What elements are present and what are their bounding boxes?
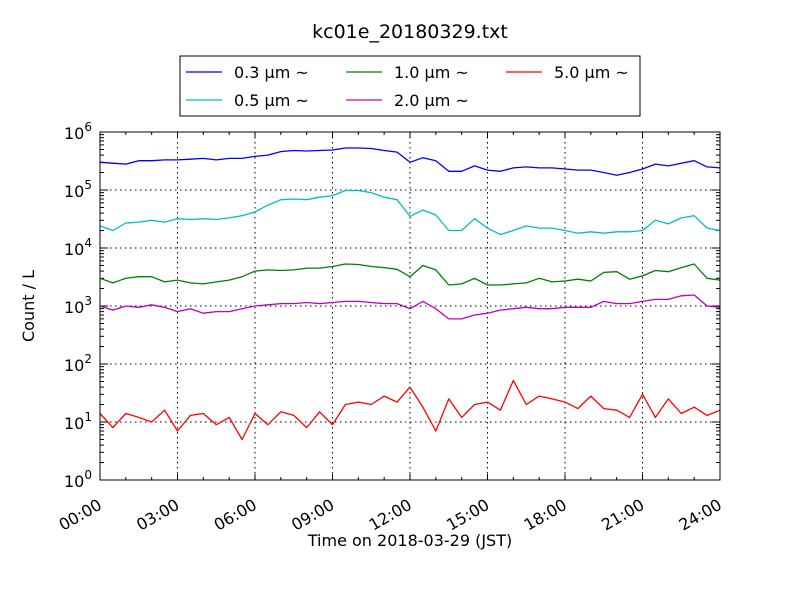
series-line-1 bbox=[99, 189, 721, 236]
y-tick-label: 101 bbox=[64, 410, 92, 433]
x-tick-label: 00:00 bbox=[56, 495, 105, 535]
legend-label: 0.3 μm ~ bbox=[234, 63, 309, 82]
x-tick-label: 09:00 bbox=[288, 495, 337, 535]
legend-label: 0.5 μm ~ bbox=[234, 91, 309, 110]
y-tick-exponent: 2 bbox=[84, 352, 92, 366]
x-tick-label: 03:00 bbox=[133, 495, 182, 535]
plot-frame bbox=[99, 131, 721, 481]
x-axis-label: Time on 2018-03-29 (JST) bbox=[307, 531, 512, 550]
legend-box bbox=[179, 55, 641, 117]
x-tick-label: 15:00 bbox=[443, 495, 492, 535]
series-line-3 bbox=[99, 294, 721, 320]
grid bbox=[100, 132, 720, 480]
y-tick-exponent: 0 bbox=[84, 468, 92, 482]
legend-label: 5.0 μm ~ bbox=[554, 63, 629, 82]
y-tick-label: 102 bbox=[64, 352, 92, 375]
y-tick-exponent: 6 bbox=[84, 120, 92, 134]
y-tick-base: 10 bbox=[64, 356, 84, 375]
series-line-4 bbox=[99, 379, 721, 441]
y-tick-label: 100 bbox=[64, 468, 92, 491]
y-tick-base: 10 bbox=[64, 182, 84, 201]
y-tick-base: 10 bbox=[64, 298, 84, 317]
y-tick-exponent: 4 bbox=[84, 236, 92, 250]
y-tick-exponent: 5 bbox=[84, 178, 92, 192]
x-tick-labels: 00:00 03:00 06:00 09:00 12:00 15:00 18:00 21:00… bbox=[56, 495, 725, 535]
chart-title: kc01e_20180329.txt bbox=[312, 21, 508, 43]
legend: 0.3 μm ~ 0.5 μm ~ 1.0 μm ~ 2.0 μm ~ 5.0 μm ~ bbox=[179, 55, 641, 117]
y-tick-exponent: 3 bbox=[84, 294, 92, 308]
y-tick-label: 106 bbox=[64, 120, 92, 143]
y-tick-base: 10 bbox=[64, 124, 84, 143]
legend-label: 1.0 μm ~ bbox=[394, 63, 469, 82]
y-tick-label: 103 bbox=[64, 294, 92, 317]
y-tick-label: 105 bbox=[64, 178, 92, 201]
series-line-0 bbox=[99, 147, 721, 176]
y-axis-label: Count / L bbox=[19, 270, 38, 342]
y-tick-label: 104 bbox=[64, 236, 92, 259]
x-tick-label: 18:00 bbox=[521, 495, 570, 535]
x-tick-label: 24:00 bbox=[676, 495, 725, 535]
legend-label: 2.0 μm ~ bbox=[394, 91, 469, 110]
series-lines bbox=[99, 147, 721, 441]
y-tick-exponent: 1 bbox=[84, 410, 92, 424]
y-tick-base: 10 bbox=[64, 414, 84, 433]
x-tick-label: 21:00 bbox=[598, 495, 647, 535]
series-line-2 bbox=[99, 263, 721, 286]
y-tick-base: 10 bbox=[64, 240, 84, 259]
y-tick-base: 10 bbox=[64, 472, 84, 491]
x-tick-label: 12:00 bbox=[366, 495, 415, 535]
x-tick-label: 06:00 bbox=[211, 495, 260, 535]
